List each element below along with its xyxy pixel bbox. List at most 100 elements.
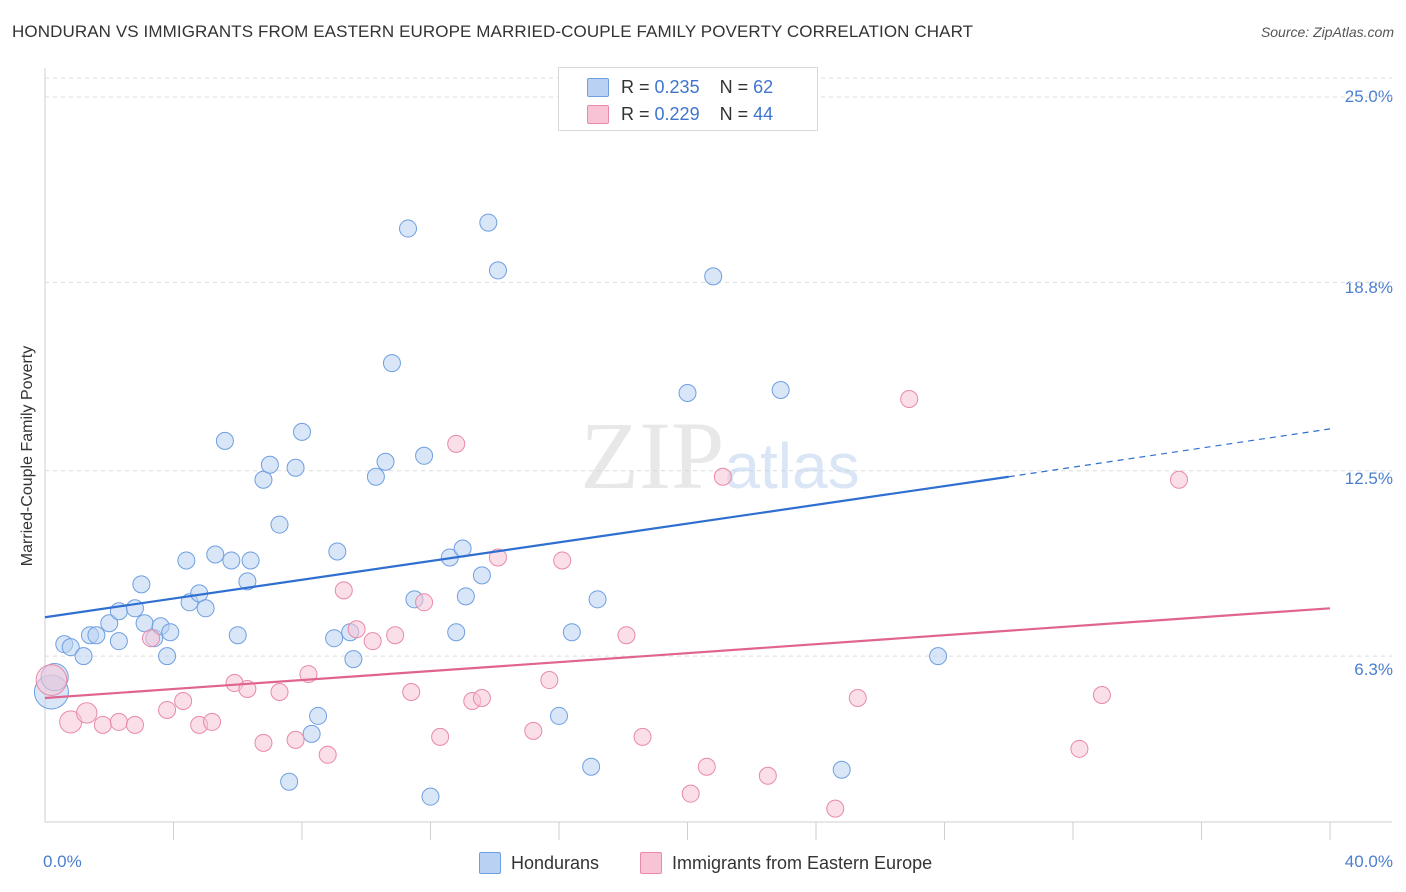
eastern-europe-point	[286, 730, 305, 749]
honduran-trend-line	[44, 475, 1009, 619]
honduran-point	[293, 422, 311, 441]
n-value: 44	[753, 103, 774, 124]
eastern-europe-point	[254, 733, 273, 752]
eastern-europe-point	[415, 593, 434, 612]
watermark-atlas: atlas	[724, 430, 859, 502]
honduran-point	[74, 647, 93, 666]
honduran-point	[161, 623, 180, 642]
honduran-point	[479, 213, 498, 232]
eastern-europe-point	[617, 626, 636, 645]
eastern-europe-point	[76, 702, 98, 724]
r-label: R =	[621, 103, 650, 124]
honduran-point	[344, 650, 363, 669]
blue-swatch-icon	[479, 852, 501, 874]
chart-title: HONDURAN VS IMMIGRANTS FROM EASTERN EURO…	[12, 22, 974, 41]
eastern-europe-point	[447, 434, 466, 453]
r-label: R =	[621, 76, 650, 97]
honduran-point	[447, 623, 466, 642]
eastern-europe-point	[386, 626, 405, 645]
y-tick-label: 18.8%	[1344, 278, 1393, 297]
eastern-europe-point	[540, 671, 559, 690]
eastern-europe-point	[203, 712, 222, 731]
honduran-point	[415, 446, 434, 465]
honduran-point	[260, 455, 279, 474]
honduran-point	[678, 384, 697, 403]
eastern-europe-point	[363, 632, 382, 651]
watermark-text: ZIPatlas	[580, 402, 859, 509]
legend-row-eastern-europe: R = 0.229 N = 44	[587, 102, 773, 126]
y-tick-label: 12.5%	[1344, 469, 1393, 488]
eastern-europe-point	[93, 715, 112, 734]
correlation-legend: R = 0.235 N = 62 R = 0.229 N = 44	[558, 67, 818, 131]
eastern-europe-point	[553, 551, 572, 570]
chart-source: Source: ZipAtlas.com	[1260, 24, 1394, 40]
eastern-europe-point	[142, 629, 161, 648]
honduran-point	[382, 354, 401, 373]
honduran-point	[280, 772, 299, 791]
x-tick-label: 0.0%	[43, 852, 82, 871]
honduran-point	[87, 626, 106, 645]
honduran-point	[588, 590, 607, 609]
blue-swatch-icon	[587, 77, 609, 97]
honduran-point	[421, 787, 440, 806]
honduran-point	[228, 626, 247, 645]
r-value: 0.235	[654, 76, 700, 97]
watermark-zip: ZIP	[580, 402, 724, 509]
honduran-point	[399, 219, 418, 238]
eastern-europe-point	[1092, 686, 1111, 704]
eastern-europe-point	[35, 664, 68, 696]
eastern-europe-point	[681, 784, 700, 803]
honduran-point	[206, 545, 225, 564]
n-label: N =	[719, 103, 749, 124]
honduran-point	[286, 458, 305, 477]
honduran-point	[241, 551, 260, 570]
y-tick-label: 6.3%	[1354, 660, 1393, 679]
honduran-point	[135, 614, 154, 633]
honduran-point	[270, 515, 289, 534]
eastern-europe-point	[1170, 470, 1189, 489]
legend-item-eastern-europe: Immigrants from Eastern Europe	[640, 852, 932, 874]
honduran-point	[488, 261, 507, 280]
eastern-europe-point	[347, 620, 366, 639]
x-tick-label: 40.0%	[1344, 852, 1393, 871]
honduran-point	[456, 587, 475, 606]
legend-row-hondurans: R = 0.235 N = 62	[587, 75, 773, 99]
eastern-europe-point	[270, 683, 289, 702]
honduran-point	[376, 452, 395, 471]
honduran-point	[132, 575, 151, 594]
eastern-europe-point	[318, 745, 337, 764]
honduran-trend-extension	[1008, 428, 1331, 478]
eastern-europe-point	[900, 389, 919, 408]
honduran-point	[929, 647, 948, 666]
honduran-point	[238, 572, 257, 591]
eastern-europe-trend-line	[44, 607, 1331, 700]
eastern-europe-point	[109, 712, 128, 731]
eastern-europe-point	[158, 700, 177, 719]
r-value: 0.229	[654, 103, 700, 124]
honduran-point	[196, 599, 215, 618]
eastern-europe-point	[713, 467, 732, 486]
honduran-point	[832, 760, 851, 779]
honduran-point	[704, 267, 723, 286]
eastern-europe-point	[1070, 739, 1089, 758]
honduran-point	[177, 551, 196, 570]
honduran-point	[61, 638, 80, 657]
legend-item-hondurans: Hondurans	[479, 852, 599, 874]
eastern-europe-point	[758, 766, 777, 785]
eastern-europe-point	[488, 548, 507, 567]
honduran-point	[366, 467, 385, 486]
pink-swatch-icon	[640, 852, 662, 874]
eastern-europe-point	[334, 581, 353, 600]
honduran-point	[582, 757, 601, 776]
eastern-europe-point	[633, 727, 652, 746]
eastern-europe-point	[431, 727, 450, 746]
honduran-point	[109, 632, 128, 651]
honduran-point	[325, 629, 344, 648]
honduran-point	[158, 647, 177, 666]
pink-swatch-icon	[587, 104, 609, 124]
honduran-point	[222, 551, 241, 570]
legend-label: Hondurans	[511, 852, 600, 873]
honduran-point	[550, 706, 568, 725]
eastern-europe-point	[125, 715, 144, 734]
